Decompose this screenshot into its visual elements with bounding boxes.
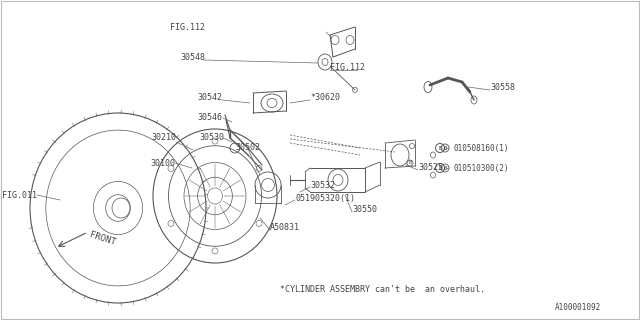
Text: FIG.011: FIG.011 (2, 190, 37, 199)
Text: B: B (444, 146, 447, 150)
Text: FIG.112: FIG.112 (170, 23, 205, 33)
Text: 30525: 30525 (418, 164, 443, 172)
Text: 30558: 30558 (490, 84, 515, 92)
Text: A50831: A50831 (270, 223, 300, 233)
Text: *30620: *30620 (310, 92, 340, 101)
Text: FIG.112: FIG.112 (330, 63, 365, 73)
Text: B: B (408, 161, 412, 165)
Text: 30532: 30532 (310, 180, 335, 189)
Text: 010510300(2): 010510300(2) (453, 164, 509, 172)
Text: B: B (438, 165, 442, 171)
Text: 051905320(1): 051905320(1) (295, 194, 355, 203)
Text: 010508160(1): 010508160(1) (453, 143, 509, 153)
Text: 30546: 30546 (197, 113, 222, 122)
Text: *CYLINDER ASSEMBRY can't be  an overhaul.: *CYLINDER ASSEMBRY can't be an overhaul. (280, 285, 485, 294)
Text: 30542: 30542 (197, 92, 222, 101)
Text: A100001092: A100001092 (555, 303, 601, 313)
Text: 30530: 30530 (199, 132, 224, 141)
Text: 30210: 30210 (151, 132, 176, 141)
Text: FRONT: FRONT (88, 231, 117, 248)
Text: 30548: 30548 (180, 53, 205, 62)
Text: B: B (444, 165, 447, 171)
Text: 30100: 30100 (150, 158, 175, 167)
Text: 30502: 30502 (235, 143, 260, 153)
Text: 30550: 30550 (352, 205, 377, 214)
Text: B: B (438, 146, 442, 150)
